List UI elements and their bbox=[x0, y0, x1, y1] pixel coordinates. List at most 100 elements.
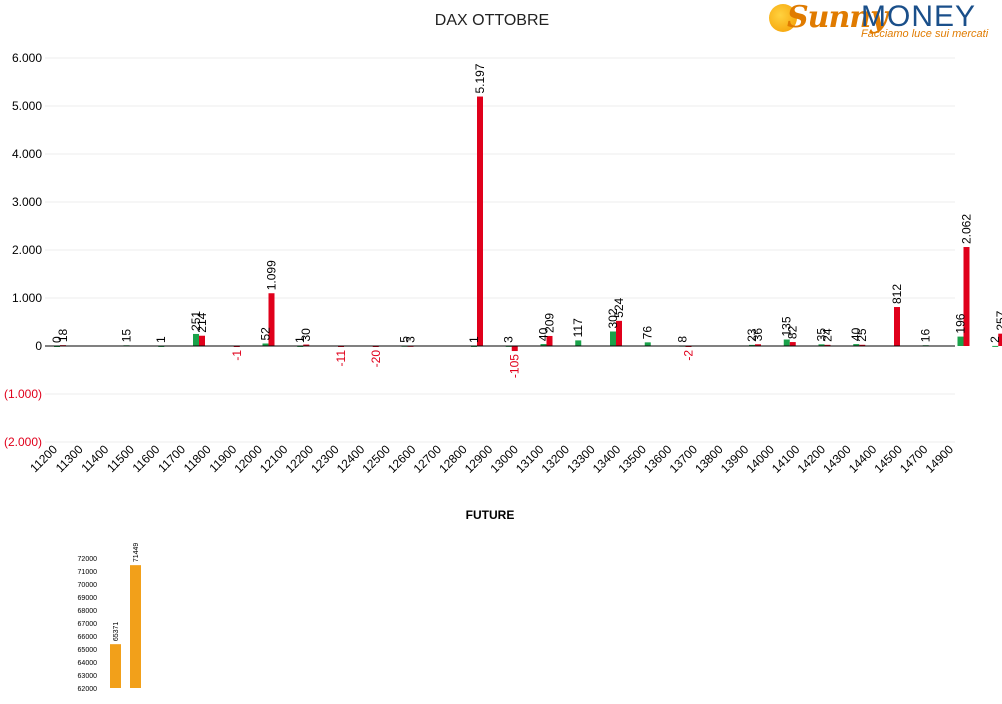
bar bbox=[644, 342, 651, 346]
x-tick-label: 14300 bbox=[820, 442, 854, 476]
x-tick-label: 14500 bbox=[871, 442, 905, 476]
logo-sunny-wordmark: Sunny bbox=[787, 0, 888, 35]
x-tick-label: 14100 bbox=[769, 442, 803, 476]
data-label: 135 bbox=[780, 316, 794, 336]
sun-icon bbox=[769, 4, 797, 32]
y-tick-label: 6.000 bbox=[12, 51, 42, 65]
bar bbox=[992, 345, 999, 347]
x-tick-label: 14900 bbox=[923, 442, 957, 476]
x-tick-label: 12700 bbox=[411, 442, 445, 476]
bar bbox=[303, 344, 310, 346]
x-tick-label: 13600 bbox=[641, 442, 675, 476]
future-bars bbox=[110, 565, 141, 688]
data-label: 35 bbox=[815, 328, 829, 342]
x-tick-label: 13800 bbox=[692, 442, 726, 476]
data-label: 30 bbox=[299, 328, 313, 342]
data-label: 3 bbox=[502, 336, 516, 343]
x-tick-label: 11700 bbox=[155, 442, 188, 475]
future-data-label: 71449 bbox=[133, 543, 140, 563]
x-tick-label: 14400 bbox=[846, 442, 880, 476]
data-label: 214 bbox=[195, 312, 209, 332]
bar bbox=[575, 340, 582, 346]
logo-money-wordmark: MONEY bbox=[861, 0, 977, 33]
x-tick-label: 11500 bbox=[104, 442, 137, 475]
bar bbox=[818, 344, 825, 346]
sunny-money-logo: Sunny MONEY Facciamo luce sui mercati bbox=[765, 0, 995, 44]
x-tick-label: 11800 bbox=[181, 442, 214, 475]
data-label: 251 bbox=[189, 311, 203, 331]
x-tick-label: 14000 bbox=[743, 442, 777, 476]
future-y-tick-label: 67000 bbox=[78, 621, 98, 628]
data-label: 23 bbox=[745, 328, 759, 342]
x-tick-label: 12300 bbox=[308, 442, 342, 476]
future-data-labels: 65371 71449 bbox=[113, 543, 140, 642]
future-y-tick-label: 63000 bbox=[78, 673, 98, 680]
data-label: 1 bbox=[293, 336, 307, 343]
y-tick-label: 2.000 bbox=[12, 243, 42, 257]
y-tick-label: (2.000) bbox=[4, 435, 42, 449]
bar bbox=[749, 344, 755, 346]
future-y-tick-label: 69000 bbox=[78, 595, 98, 602]
bar bbox=[610, 331, 616, 346]
y-tick-label: 0 bbox=[35, 339, 42, 353]
data-label: 302 bbox=[606, 308, 620, 328]
data-label: 25 bbox=[855, 328, 869, 342]
x-tick-label: 12000 bbox=[231, 442, 265, 476]
y-tick-label: 3.000 bbox=[12, 195, 42, 209]
bar bbox=[755, 344, 761, 346]
data-label: 52 bbox=[259, 327, 273, 341]
gridlines bbox=[45, 57, 955, 443]
data-label: 16 bbox=[919, 329, 933, 343]
logo-tagline: Facciamo luce sui mercati bbox=[861, 28, 989, 40]
data-labels: 0151251521513401173027682313535401619624… bbox=[50, 63, 1002, 378]
data-label: 2.062 bbox=[960, 214, 974, 244]
x-tick-label: 12400 bbox=[334, 442, 368, 476]
future-y-axis: 62000 63000 64000 65000 66000 67000 68000 69000… bbox=[78, 556, 98, 693]
x-tick-label: 13300 bbox=[564, 442, 598, 476]
x-tick-label: 12200 bbox=[283, 442, 317, 476]
future-y-tick-label: 66000 bbox=[78, 634, 98, 641]
future-bar bbox=[130, 565, 141, 688]
chart-title: DAX OTTOBRE bbox=[434, 12, 550, 29]
x-tick-label: 12800 bbox=[436, 442, 470, 476]
x-tick-label: 13500 bbox=[615, 442, 649, 476]
data-label: 5.197 bbox=[473, 63, 487, 93]
data-label: 209 bbox=[543, 313, 557, 333]
data-label: -105 bbox=[508, 354, 522, 378]
data-label: 3 bbox=[404, 336, 418, 343]
bar bbox=[193, 333, 199, 346]
bar bbox=[511, 346, 518, 352]
x-tick-label: 11600 bbox=[130, 442, 163, 475]
dax-bar-chart: 6.000 5.000 4.000 3.000 2.000 1.000 0 (1.000) (2… bbox=[4, 51, 1002, 476]
data-label: 36 bbox=[751, 328, 765, 342]
bar bbox=[859, 344, 866, 346]
x-tick-label: 13400 bbox=[590, 442, 624, 476]
bar bbox=[546, 335, 553, 346]
bar bbox=[199, 335, 205, 346]
bar bbox=[998, 333, 1002, 346]
data-label: -11 bbox=[334, 350, 348, 367]
x-tick-label: 13700 bbox=[667, 442, 701, 476]
data-label: -1 bbox=[230, 350, 244, 361]
bar bbox=[957, 336, 964, 346]
x-tick-label: 11400 bbox=[78, 442, 111, 475]
y-tick-label: 5.000 bbox=[12, 99, 42, 113]
data-label: 5 bbox=[398, 336, 412, 343]
x-tick-label: 12900 bbox=[462, 442, 496, 476]
x-tick-label: 13200 bbox=[539, 442, 573, 476]
data-label: 1 bbox=[467, 336, 481, 343]
y-tick-label: 1.000 bbox=[12, 291, 42, 305]
x-tick-label: 12500 bbox=[359, 442, 393, 476]
future-bar bbox=[110, 644, 121, 688]
data-label: 1 bbox=[154, 336, 168, 343]
future-chart-title: FUTURE bbox=[465, 508, 515, 522]
x-tick-label: 12600 bbox=[385, 442, 419, 476]
future-y-tick-label: 62000 bbox=[78, 686, 98, 693]
data-label: -20 bbox=[369, 350, 383, 368]
bar bbox=[853, 344, 860, 346]
data-label: 24 bbox=[821, 328, 835, 342]
data-label: 196 bbox=[954, 313, 968, 333]
data-label: -2 bbox=[682, 350, 696, 361]
bar bbox=[540, 344, 547, 346]
bar bbox=[824, 344, 831, 346]
